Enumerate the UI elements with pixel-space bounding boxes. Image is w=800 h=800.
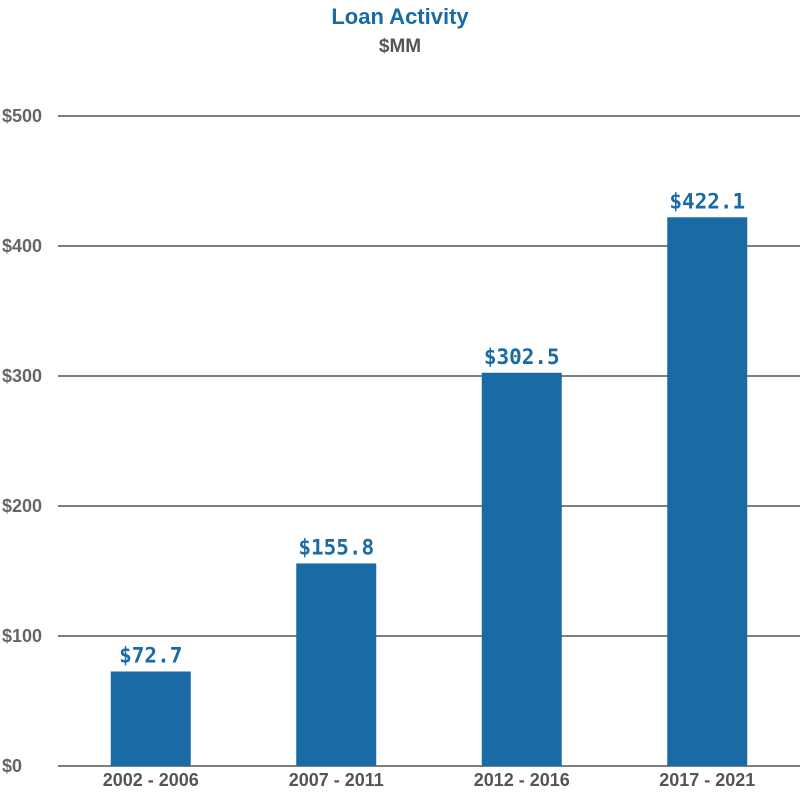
x-category-label: 2017 - 2021 (659, 770, 755, 790)
y-tick-label: $300 (2, 366, 42, 386)
bar (296, 563, 377, 766)
y-tick-label: $0 (2, 756, 22, 776)
x-category-label: 2007 - 2011 (289, 770, 384, 790)
x-category-label: 2002 - 2006 (103, 770, 199, 790)
bar (667, 217, 748, 766)
bars (110, 217, 748, 766)
bar-value-label: $72.7 (119, 643, 182, 667)
y-tick-label: $500 (2, 106, 42, 126)
y-tick-label: $200 (2, 496, 42, 516)
chart-title: Loan Activity (331, 4, 469, 29)
bar (481, 372, 562, 766)
bar-value-label: $302.5 (484, 345, 560, 369)
bar-value-label: $422.1 (669, 189, 745, 213)
chart-subtitle: $MM (378, 36, 422, 57)
y-tick-label: $100 (2, 626, 42, 646)
y-axis-ticks: $0 $100 $200 $300 $400 $500 (2, 106, 42, 776)
bar-value-label: $155.8 (298, 535, 374, 559)
data-labels: $72.7 $155.8 $302.5 $422.1 (119, 189, 745, 667)
x-category-label: 2012 - 2016 (474, 770, 570, 790)
y-tick-label: $400 (2, 236, 42, 256)
x-axis-categories: 2002 - 2006 2007 - 2011 2012 - 2016 2017 - … (103, 770, 756, 790)
bar (110, 671, 191, 766)
